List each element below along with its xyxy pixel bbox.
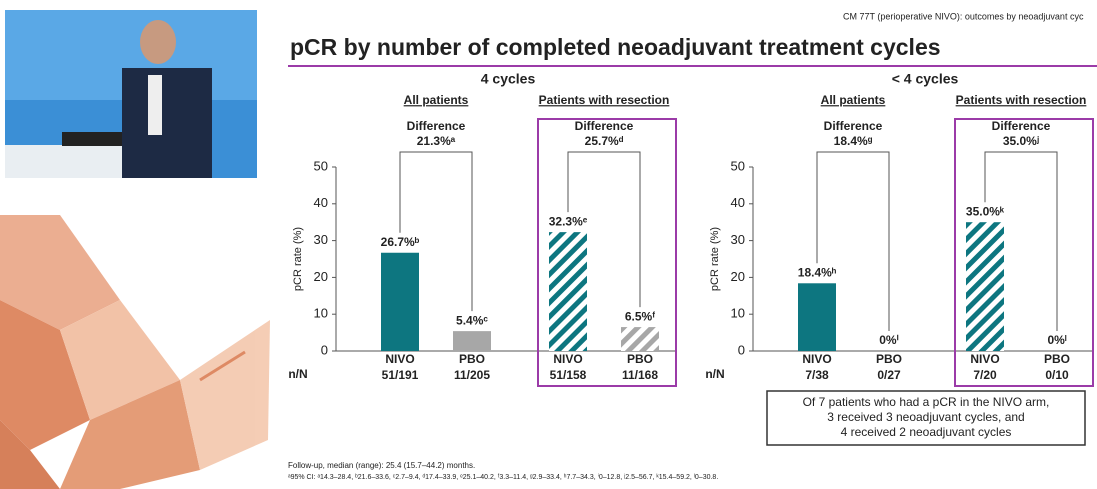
count-label: 51/158 [550,368,587,382]
group-box [537,118,677,387]
count-label: 11/168 [622,368,658,382]
difference-bracket [567,151,641,308]
y-tick-label: 40 [731,195,745,210]
y-axis-label: pCR rate (%) [292,227,304,291]
value-label: 0%ˡ [1047,333,1066,347]
note-line: 4 received 2 neoadjuvant cycles [841,425,1012,439]
difference-label: 35.0%ʲ [1003,134,1039,148]
count-label: 11/205 [454,368,490,382]
footnote: Follow-up, median (range): 25.4 (15.7–44… [288,461,475,470]
difference-title: Difference [992,119,1051,133]
group-box [954,118,1094,387]
bar [381,252,419,351]
y-tick-label: 20 [314,269,328,284]
chart-title: 4 cycles [481,71,536,87]
group-label: All patients [404,93,469,107]
difference-label: 21.3%ᵃ [417,134,456,148]
x-tick-label: PBO [459,352,485,366]
note-line: Of 7 patients who had a pCR in the NIVO … [803,395,1050,409]
x-tick-label: NIVO [385,352,414,366]
value-label: 32.3%ᵉ [549,214,588,228]
value-label: 18.4%ʰ [798,265,837,279]
speaker-video [5,10,257,178]
note-box [766,390,1086,446]
count-axis-label: n/N [705,367,724,381]
count-label: 7/20 [973,368,997,382]
y-tick-label: 30 [314,232,328,247]
difference-bracket [816,151,890,331]
bar [621,327,659,351]
group-label: Patients with resection [539,93,670,107]
y-tick-label: 50 [731,158,745,173]
difference-bracket [984,151,1058,331]
x-tick-label: NIVO [553,352,582,366]
difference-bracket [399,151,473,312]
x-tick-label: PBO [1044,352,1070,366]
footnote: ᵃ95% CI: ᵃ14.3–28.4, ᵇ21.6–33.6, ᶜ2.7–9.… [288,473,718,481]
value-label: 5.4%ᶜ [456,313,488,327]
difference-title: Difference [575,119,634,133]
x-tick-label: PBO [627,352,653,366]
difference-title: Difference [407,119,466,133]
y-tick-label: 50 [314,158,328,173]
difference-title: Difference [824,119,883,133]
bar [798,283,836,351]
count-label: 7/38 [805,368,829,382]
difference-label: 18.4%ᵍ [834,134,873,148]
count-label: 0/10 [1045,368,1069,382]
group-label: All patients [821,93,886,107]
y-tick-label: 0 [738,342,745,357]
slide-title: pCR by number of completed neoadjuvant t… [290,34,941,60]
value-label: 0%ⁱ [879,333,899,347]
note-line: 3 received 3 neoadjuvant cycles, and [827,410,1024,424]
y-tick-label: 40 [314,195,328,210]
count-label: 0/27 [877,368,901,382]
y-tick-label: 20 [731,269,745,284]
bar [966,222,1004,351]
y-tick-label: 10 [731,306,745,321]
difference-label: 25.7%ᵈ [585,134,624,148]
chart-title: < 4 cycles [892,71,959,87]
bar [453,331,491,351]
slide-header: CM 77T (perioperative NIVO): outcomes by… [843,11,1084,21]
value-label: 6.5%ᶠ [625,309,655,323]
count-label: 51/191 [382,368,419,382]
y-axis-label: pCR rate (%) [709,227,721,291]
butterfly-decoration [0,215,270,489]
x-tick-label: NIVO [802,352,831,366]
x-tick-label: NIVO [970,352,999,366]
group-label: Patients with resection [956,93,1087,107]
value-label: 26.7%ᵇ [381,235,420,249]
y-tick-label: 30 [731,232,745,247]
x-tick-label: PBO [876,352,902,366]
value-label: 35.0%ᵏ [966,204,1005,218]
bar [549,232,587,351]
count-axis-label: n/N [288,367,307,381]
y-tick-label: 0 [321,342,328,357]
y-tick-label: 10 [314,306,328,321]
